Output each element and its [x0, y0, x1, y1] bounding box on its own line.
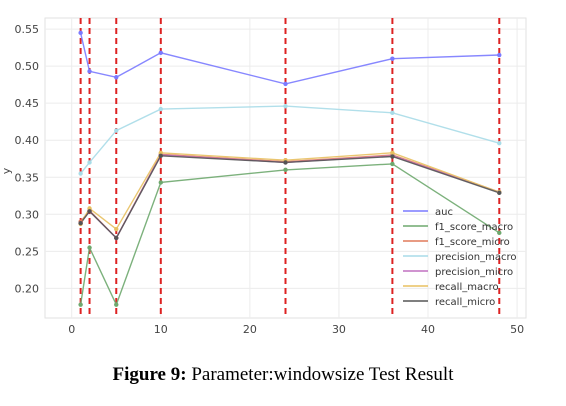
- caption-text: Parameter:windowsize Test Result: [191, 364, 454, 385]
- y-tick-label: 0.30: [15, 208, 40, 221]
- data-point-recall_macro: [114, 226, 119, 232]
- data-point-precision_macro: [114, 128, 119, 133]
- data-point-recall_micro: [158, 153, 163, 158]
- data-point-recall_micro: [283, 160, 288, 165]
- data-point-f1_score_macro: [158, 180, 163, 185]
- data-point-auc: [158, 50, 163, 56]
- data-point-precision_macro: [390, 110, 395, 116]
- y-tick-label: 0.25: [15, 245, 40, 258]
- caption-label: Figure 9:: [112, 364, 187, 385]
- data-point-precision_macro: [78, 171, 83, 176]
- data-point-f1_score_macro: [390, 161, 395, 167]
- data-point-f1_score_macro: [78, 302, 83, 307]
- y-axis-label: y: [0, 167, 13, 174]
- y-tick-label: 0.45: [15, 97, 40, 110]
- data-point-auc: [114, 75, 119, 80]
- data-point-f1_score_macro: [87, 245, 92, 250]
- legend-label-precision_macro: precision_macro: [435, 252, 517, 263]
- figure-caption: Figure 9: Parameter:windowsize Test Resu…: [0, 364, 566, 386]
- x-tick-label: 30: [332, 323, 346, 336]
- y-tick-label: 0.35: [15, 171, 40, 184]
- x-tick-label: 0: [68, 323, 75, 336]
- data-point-recall_micro: [87, 209, 92, 214]
- legend-label-auc: auc: [435, 207, 453, 218]
- data-point-precision_macro: [87, 160, 92, 165]
- data-point-recall_micro: [114, 235, 119, 241]
- data-point-recall_micro: [78, 220, 83, 226]
- legend: auc f1_score_macro f1_score_micro precision…: [403, 207, 517, 308]
- data-point-f1_score_macro: [497, 230, 502, 236]
- x-tick-label: 40: [421, 323, 435, 336]
- data-point-auc: [78, 30, 83, 36]
- data-point-recall_micro: [390, 154, 395, 159]
- legend-label-recall_macro: recall_macro: [435, 282, 499, 293]
- y-tick-label: 0.50: [15, 60, 40, 73]
- series-markers: [78, 30, 502, 307]
- x-tick-label: 10: [154, 323, 168, 336]
- chart: 0.20 0.25 0.30 0.35 0.40 0.45 0.50 0.55 0 10 20 30 4…: [0, 17, 527, 336]
- data-point-precision_macro: [158, 106, 163, 112]
- data-point-precision_macro: [497, 140, 502, 146]
- y-tick-label: 0.55: [15, 23, 40, 36]
- data-point-auc: [497, 52, 502, 58]
- data-point-auc: [87, 69, 92, 74]
- legend-label-f1_score_micro: f1_score_micro: [435, 237, 510, 248]
- data-point-auc: [283, 81, 288, 87]
- legend-label-recall_micro: recall_micro: [435, 297, 495, 308]
- legend-label-precision_micro: precision_micro: [435, 267, 513, 278]
- y-tick-label: 0.40: [15, 134, 40, 147]
- tick-labels: 0.20 0.25 0.30 0.35 0.40 0.45 0.50 0.55 0 10 20 30 4…: [15, 23, 525, 336]
- x-tick-label: 50: [510, 323, 524, 336]
- y-tick-label: 0.20: [15, 282, 40, 295]
- data-point-f1_score_macro: [283, 167, 288, 173]
- data-point-auc: [390, 56, 395, 61]
- x-tick-label: 20: [243, 323, 257, 336]
- data-point-recall_micro: [497, 190, 502, 196]
- data-point-f1_score_macro: [114, 302, 119, 307]
- data-point-recall_macro: [390, 150, 395, 156]
- legend-label-f1_score_macro: f1_score_macro: [435, 222, 513, 233]
- data-point-precision_macro: [283, 103, 288, 109]
